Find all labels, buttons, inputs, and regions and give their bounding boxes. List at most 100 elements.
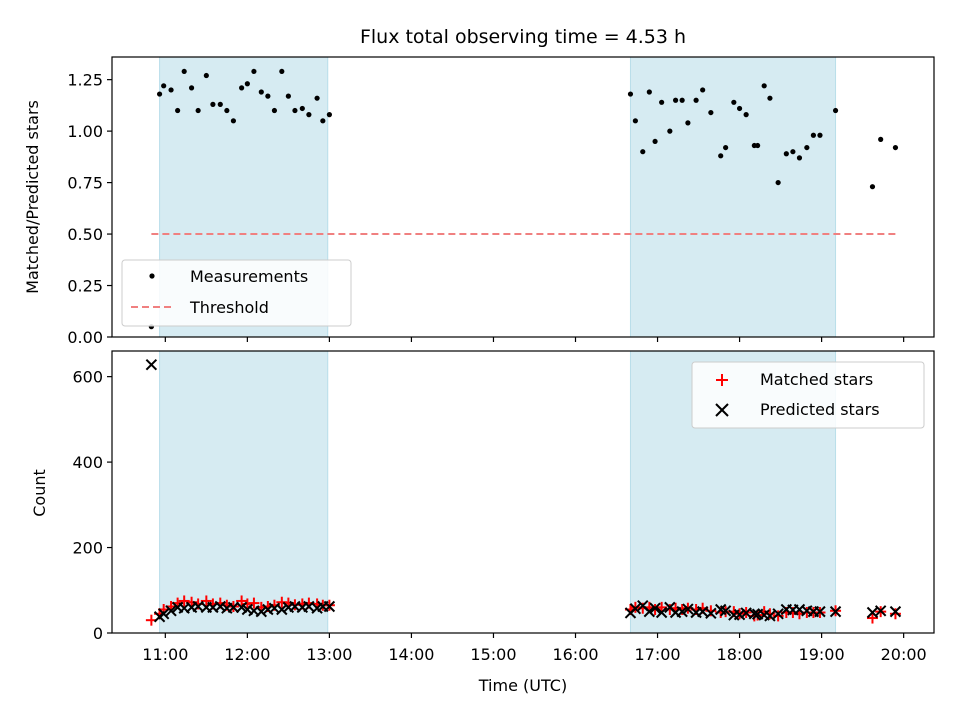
shaded-interval-1 (629, 56, 837, 338)
measurement-point (299, 105, 305, 112)
matched-star-point (889, 608, 901, 620)
x-tick-label: 17:00 (634, 645, 680, 664)
measurement-point (326, 112, 332, 118)
predicted-star-point (227, 601, 240, 614)
predicted-star-point (157, 608, 170, 620)
measurement-point (761, 83, 767, 89)
measurement-point (736, 105, 743, 112)
x-tick-label: 15:00 (470, 645, 516, 664)
measurement-point (320, 118, 326, 124)
measurement-point (869, 184, 876, 190)
top-y-axis-label: Matched/Predicted stars (23, 100, 42, 294)
measurement-point (646, 89, 652, 95)
measurement-point (783, 151, 789, 157)
bottom-ytick-label: 600 (72, 368, 103, 387)
measurement-point (632, 118, 638, 124)
predicted-star-point (889, 605, 902, 618)
predicted-star-point (676, 605, 688, 618)
measurement-point (251, 68, 257, 75)
matched-star-point (656, 601, 668, 613)
top-ytick-label: 0.25 (67, 277, 103, 296)
measurement-point (775, 179, 781, 186)
measurement-point (659, 99, 665, 105)
predicted-star-point (655, 606, 668, 619)
matched-star-point (178, 595, 190, 607)
top-ytick-label: 1.25 (67, 71, 103, 90)
measurement-point (239, 85, 245, 91)
top-legend-box (121, 259, 352, 327)
measurement-point (743, 112, 749, 118)
chart-title: Flux total observing time = 4.53 h (360, 26, 686, 48)
measurement-point (203, 72, 209, 79)
measurement-point (640, 149, 646, 155)
predicted-star-point (682, 603, 694, 615)
predicted-star-point (829, 605, 842, 618)
top-legend: Measurements Threshold (121, 259, 352, 327)
predicted-star-point (643, 605, 656, 618)
predicted-star-point (733, 608, 746, 621)
legend-threshold-label: Threshold (189, 298, 269, 317)
measurement-point (306, 112, 312, 118)
measurement-point (708, 109, 714, 116)
shaded-interval-0 (159, 350, 329, 634)
measurement-point (796, 155, 803, 161)
measurement-point (285, 93, 291, 99)
predicted-star-point (276, 603, 288, 616)
top-ytick-label: 1.00 (67, 122, 103, 141)
matched-star-point (866, 612, 878, 624)
top-ytick-label: 0.75 (67, 174, 103, 193)
measurement-point (258, 89, 264, 95)
bottom-ytick-label: 400 (72, 453, 103, 472)
predicted-star-point (214, 600, 226, 613)
x-tick-label: 12:00 (224, 645, 270, 664)
predicted-star-point (323, 600, 336, 613)
measurement-point (810, 132, 817, 138)
bottom-ytick-label: 200 (72, 539, 103, 558)
x-tick-label: 19:00 (799, 645, 845, 664)
legend-measurements-marker (149, 273, 155, 279)
predicted-star-point (705, 607, 717, 620)
predicted-star-point (165, 605, 177, 617)
measurement-point (217, 101, 223, 107)
measurement-point (314, 95, 320, 101)
top-ytick-label: 0.00 (67, 328, 103, 347)
measurement-point (679, 97, 685, 103)
predicted-star-point (719, 605, 732, 617)
x-tick-label: 11:00 (142, 645, 188, 664)
matched-star-point (236, 595, 248, 607)
predicted-star-point (145, 358, 158, 371)
measurement-point (667, 128, 673, 134)
measurement-point (652, 138, 658, 145)
predicted-star-point (764, 610, 776, 622)
predicted-star-point (874, 605, 887, 617)
measurement-point (731, 99, 737, 105)
predicted-star-point (748, 608, 761, 620)
measurement-point (817, 132, 823, 138)
predicted-star-point (772, 608, 784, 620)
legend-matched-marker (716, 374, 728, 386)
measurement-point (790, 149, 796, 155)
matched-star-point (772, 610, 784, 622)
measurement-point (672, 97, 679, 103)
measurement-point (188, 85, 195, 91)
x-axis-label: Time (UTC) (478, 676, 567, 695)
bottom-legend-box (691, 361, 925, 429)
measurement-point (168, 87, 174, 93)
measurement-point (700, 87, 706, 93)
top-ytick-label: 0.50 (67, 225, 103, 244)
measurement-point (718, 153, 724, 159)
measurement-point (156, 91, 163, 97)
measurement-point (755, 142, 761, 149)
measurement-point (271, 107, 278, 114)
x-tick-label: 14:00 (388, 645, 434, 664)
measurement-point (685, 120, 691, 126)
bottom-panel: 0 200 400 600 11:00 12:00 13:00 14:00 15:00 16:0… (30, 350, 935, 695)
predicted-star-point (649, 602, 661, 614)
measurement-point (878, 136, 884, 142)
measurement-point (892, 144, 899, 151)
measurement-point (627, 91, 634, 97)
measurement-point (230, 118, 237, 124)
legend-matched-label: Matched stars (760, 370, 873, 389)
measurement-point (195, 107, 201, 114)
legend-predicted-label: Predicted stars (760, 400, 880, 419)
